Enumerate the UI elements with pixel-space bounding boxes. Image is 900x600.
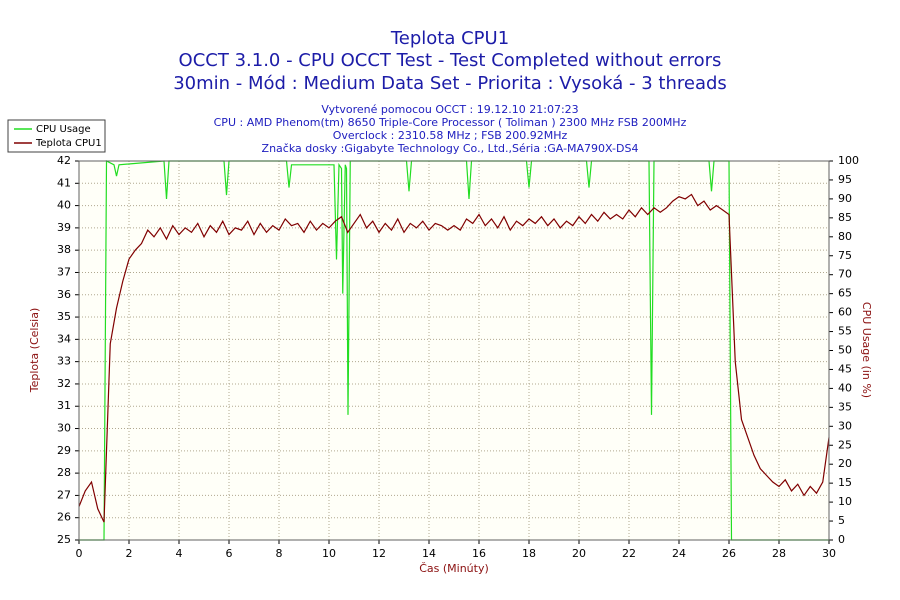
y2-tick-label: 95 [838,173,852,186]
y2-axis-label: CPU Usage (in %) [860,302,873,398]
y2-tick-label: 45 [838,362,852,375]
x-tick-label: 6 [226,547,233,560]
y2-tick-label: 100 [838,154,859,167]
x-tick-label: 26 [722,547,736,560]
y2-tick-label: 70 [838,268,852,281]
x-tick-label: 24 [672,547,686,560]
info-line: Vytvorené pomocou OCCT : 19.12.10 21:07:… [321,103,578,116]
data-line [79,160,829,541]
y-tick-label: 37 [57,265,71,278]
y2-tick-label: 5 [838,514,845,527]
x-axis-label: Čas (Minúty) [419,562,489,575]
y2-tick-label: 0 [838,533,845,546]
y-tick-label: 38 [57,243,71,256]
chart-subtitle: OCCT 3.1.0 - CPU OCCT Test - Test Comple… [179,50,722,71]
y2-tick-label: 80 [838,230,852,243]
y2-tick-label: 35 [838,400,852,413]
y-tick-label: 35 [57,310,71,323]
legend-label: CPU Usage [36,124,91,135]
y-tick-label: 30 [57,422,71,435]
x-tick-label: 2 [126,547,133,560]
y2-tick-label: 75 [838,249,852,262]
x-tick-label: 28 [772,547,786,560]
y2-tick-label: 55 [838,325,852,338]
y-tick-label: 41 [57,176,71,189]
x-tick-label: 0 [76,547,83,560]
x-tick-label: 10 [322,547,336,560]
y2-tick-label: 60 [838,306,852,319]
x-tick-label: 14 [422,547,436,560]
y2-tick-label: 65 [838,287,852,300]
y-tick-label: 25 [57,533,71,546]
y-tick-label: 34 [57,332,71,345]
y2-tick-label: 15 [838,476,852,489]
data-line [78,193,830,523]
y2-tick-label: 30 [838,419,852,432]
y-axis-label: Teplota (Celsia) [28,308,41,394]
info-line: Značka dosky :Gigabyte Technology Co., L… [262,142,639,155]
y-tick-label: 36 [57,288,71,301]
info-line: Overclock : 2310.58 MHz ; FSB 200.92MHz [333,129,568,142]
x-tick-label: 8 [276,547,283,560]
y-tick-label: 28 [57,466,71,479]
x-tick-label: 4 [176,547,183,560]
plot-frame [78,160,830,541]
y2-tick-label: 50 [838,344,852,357]
y2-tick-label: 10 [838,495,852,508]
y-tick-label: 42 [57,154,71,167]
y-tick-label: 32 [57,377,71,390]
chart-subtitle: 30min - Mód : Medium Data Set - Priorita… [173,73,727,94]
x-tick-label: 20 [572,547,586,560]
legend: CPU Usage Teplota CPU1 [14,124,102,149]
y2-tick-label: 25 [838,438,852,451]
x-tick-label: 18 [522,547,536,560]
y-tick-label: 27 [57,488,71,501]
legend-box [7,119,106,153]
y2-tick-label: 40 [838,381,852,394]
legend-label: Teplota CPU1 [35,138,102,149]
info-line: CPU : AMD Phenom(tm) 8650 Triple-Core Pr… [214,116,687,129]
y-tick-label: 40 [57,199,71,212]
x-tick-label: 12 [372,547,386,560]
x-tick-label: 30 [822,547,836,560]
y2-tick-label: 85 [838,211,852,224]
y-tick-label: 39 [57,221,71,234]
x-tick-label: 16 [472,547,486,560]
chart-title: Teplota CPU1 [390,28,509,49]
y-tick-label: 29 [57,444,71,457]
x-tick-label: 22 [622,547,636,560]
y-tick-label: 31 [57,399,71,412]
plot-area [78,160,830,541]
y-tick-label: 26 [57,511,71,524]
y2-tick-label: 20 [838,457,852,470]
y2-tick-label: 90 [838,192,852,205]
y-tick-label: 33 [57,355,71,368]
